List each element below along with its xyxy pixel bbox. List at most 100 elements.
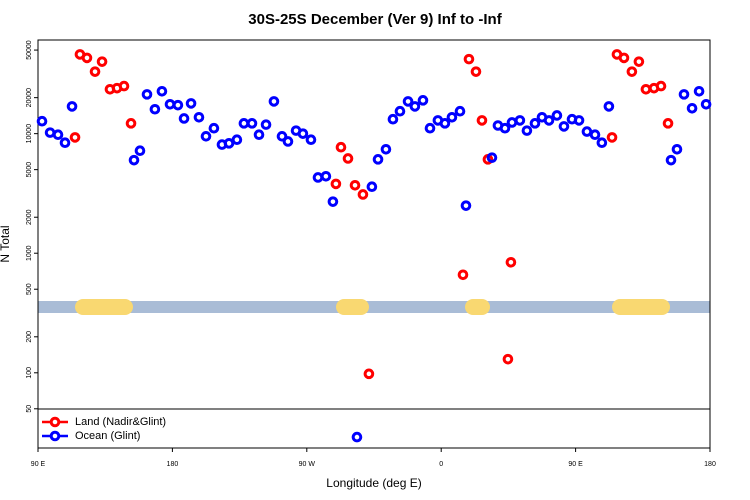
point [141,89,153,100]
point [394,105,406,117]
point [558,121,570,132]
y-axis-label: N Total [0,225,12,262]
point [551,110,563,121]
point [633,56,645,67]
point [662,118,674,129]
point [454,105,466,117]
y-tick-label: 100 [26,367,33,379]
x-tick-label: 180 [704,461,716,468]
point [118,80,130,92]
y-tick-label: 10000 [26,124,33,144]
point [529,118,541,129]
point [200,131,212,142]
point [457,269,469,281]
point [128,154,140,166]
point [665,154,677,166]
point [330,178,342,190]
point [502,353,514,365]
point [349,179,361,191]
point [603,101,615,112]
point [581,126,593,137]
point [486,152,498,163]
y-tick-label: 20000 [26,88,33,108]
point [297,128,309,139]
legend-marker [49,416,61,428]
point [439,118,451,129]
point [185,98,197,109]
x-tick-label: 180 [167,461,179,468]
point [253,129,265,140]
legend-label: Land (Nadir&Glint) [75,416,166,428]
point [573,115,585,126]
point [514,115,526,126]
point [387,113,399,125]
point [366,181,378,193]
point [52,129,64,140]
point [276,131,288,142]
point [260,119,272,130]
point [66,101,78,112]
point [149,103,161,115]
point [172,99,184,111]
point [402,96,414,107]
point [655,80,667,92]
point [96,56,108,67]
point [246,118,258,129]
point [89,66,101,77]
point [335,141,347,153]
x-tick-label: 90 W [299,461,316,468]
land-segment [465,299,490,315]
point [36,115,48,127]
y-tick-label: 2000 [26,209,33,225]
x-tick-label: 90 E [568,461,583,468]
legend-label: Ocean (Glint) [75,430,140,442]
point [238,118,250,129]
x-axis-label: Longitude (deg E) [326,476,421,490]
point [521,125,533,136]
y-tick-label: 50000 [26,40,33,60]
point [208,122,220,134]
point [372,154,384,165]
point [342,153,354,164]
land-segment [612,299,670,315]
point [231,134,243,146]
point [125,118,137,129]
point [409,101,421,112]
y-tick-label: 50 [26,405,33,413]
point [164,98,176,110]
x-tick-label: 0 [439,461,443,468]
point [351,431,363,443]
plot-frame [37,39,711,449]
point [327,196,339,207]
point [282,136,294,147]
point [223,138,235,149]
point [678,89,690,100]
point [380,143,392,155]
point [505,256,517,268]
point [193,112,205,123]
point [446,112,458,123]
point [463,53,475,65]
point [305,134,317,146]
point [700,98,712,110]
point [589,129,601,140]
point [320,170,332,182]
y-tick-label: 500 [26,283,33,295]
point [671,143,683,155]
point [81,52,93,64]
point [618,52,630,64]
point [476,115,488,126]
legend-marker [49,430,61,442]
point [178,113,190,124]
y-tick-label: 1000 [26,245,33,261]
point [693,86,705,97]
point [134,145,146,157]
point [626,66,638,77]
point [606,132,618,143]
land-mask [75,299,670,315]
point [499,122,511,134]
point [640,83,652,95]
point [596,137,608,149]
point [543,115,555,126]
